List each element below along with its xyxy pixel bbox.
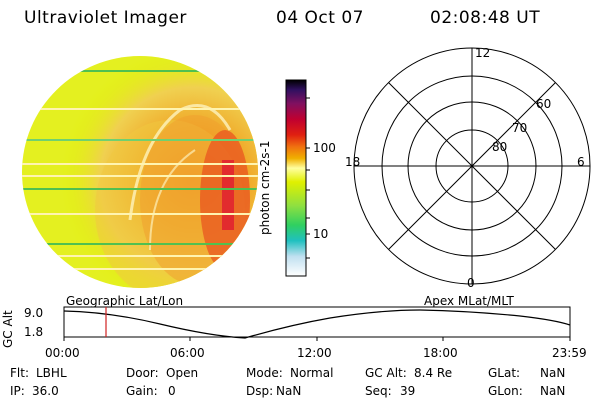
uvi-disk: [22, 56, 258, 288]
flt-label: Flt:: [10, 366, 29, 380]
gc-alt-label: GC Alt:: [365, 366, 407, 380]
glat-label: GLat:: [488, 366, 521, 380]
gain-label: Gain:: [126, 384, 158, 398]
apex-caption: Apex MLat/MLT: [424, 294, 514, 308]
gain-value: 0: [168, 384, 176, 398]
mlt-label-6: 6: [577, 155, 585, 169]
xtick-1800: 18:00: [423, 346, 458, 360]
xtick-0600: 06:00: [170, 346, 205, 360]
lat-label-80: 80: [492, 140, 508, 154]
door-label: Door:: [126, 366, 159, 380]
xtick-0000: 00:00: [45, 346, 80, 360]
flt-value: LBHL: [36, 366, 67, 380]
mode-label: Mode:: [246, 366, 283, 380]
xtick-1200: 12:00: [297, 346, 332, 360]
mode-value: Normal: [290, 366, 334, 380]
geographic-caption: Geographic Lat/Lon: [66, 294, 184, 308]
mlt-label-18: 18: [345, 155, 361, 169]
glon-label: GLon:: [488, 384, 523, 398]
altitude-curve: [63, 309, 571, 339]
mlt-label-0: 0: [467, 276, 475, 290]
colorbar-tick-100: 100: [313, 141, 336, 155]
xtick-2359: 23:59: [552, 346, 587, 360]
door-value: Open: [166, 366, 199, 380]
ip-label: IP:: [10, 384, 25, 398]
altitude-frame: [63, 306, 571, 338]
dsp-label: Dsp:: [246, 384, 274, 398]
mlt-label-12: 12: [475, 46, 491, 60]
date-label: 04 Oct 07: [276, 8, 364, 28]
glat-value: NaN: [540, 366, 566, 380]
time-label: 02:08:48 UT: [430, 8, 541, 28]
seq-label: Seq:: [365, 384, 392, 398]
ytick-9: 9.0: [24, 306, 44, 320]
lat-label-70: 70: [512, 121, 528, 135]
ip-value: 36.0: [32, 384, 59, 398]
colorbar-tick-10: 10: [313, 227, 329, 241]
glon-value: NaN: [540, 384, 566, 398]
seq-value: 39: [400, 384, 416, 398]
lat-label-60: 60: [536, 97, 552, 111]
instrument-title: Ultraviolet Imager: [24, 8, 187, 28]
dsp-value: NaN: [276, 384, 302, 398]
scan-lines: [22, 70, 258, 270]
ytick-1-8: 1.8: [24, 325, 44, 339]
gc-alt-value: 8.4 Re: [414, 366, 453, 380]
